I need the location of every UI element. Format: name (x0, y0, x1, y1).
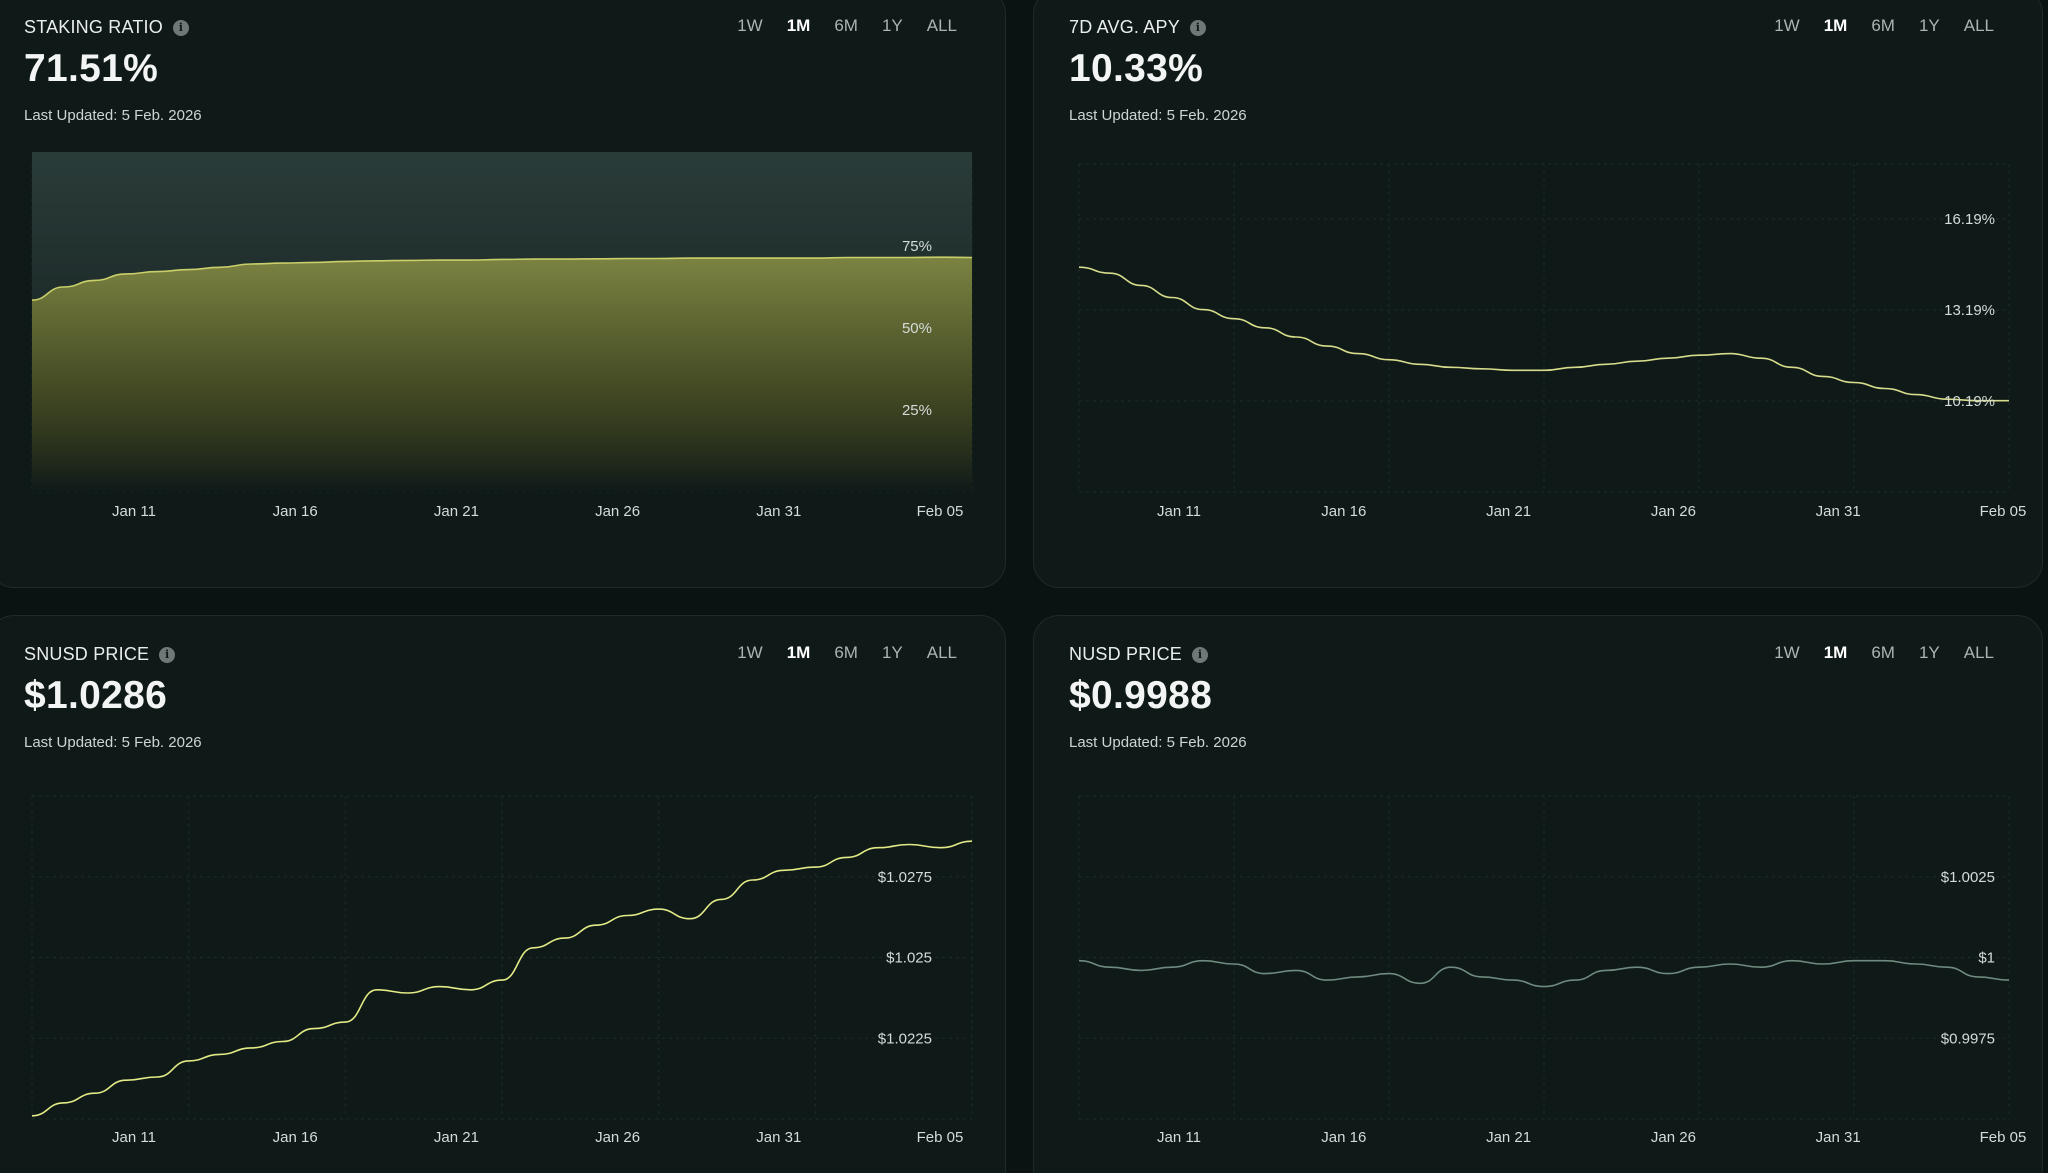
data-points (31, 841, 973, 1116)
x-tick-label: Jan 26 (1651, 503, 1696, 520)
range-tab-6m[interactable]: 6M (822, 16, 870, 36)
info-icon[interactable]: i (159, 646, 176, 663)
range-tab-1y[interactable]: 1Y (1907, 643, 1952, 663)
range-tab-all[interactable]: ALL (915, 16, 969, 36)
x-tick-label: Jan 11 (112, 1129, 156, 1146)
x-tick-label: Jan 16 (1321, 1129, 1366, 1146)
chart-grid (1078, 163, 2010, 493)
x-tick-label: Jan 26 (595, 503, 640, 520)
x-tick-label: Feb 05 (917, 1129, 964, 1146)
x-tick-label: Jan 31 (1816, 503, 1861, 520)
nusd-price-card: NUSD PRICE i $0.9988 Last Updated: 5 Feb… (1033, 615, 2043, 1173)
range-tab-all[interactable]: ALL (1952, 643, 2006, 663)
x-tick-label: Jan 31 (756, 1129, 801, 1146)
staking-ratio-card: STAKING RATIO i 71.51% Last Updated: 5 F… (0, 0, 1006, 588)
snusd-price-chart[interactable]: $1.0275 $1.025 $1.0225 Jan 11 Jan 16 Jan 21 Ja… (0, 616, 1007, 1173)
y-tick-label: $1.0275 (878, 869, 932, 886)
card-title: 7D AVG. APY i (1069, 17, 1206, 38)
range-tabs: 1W 1M 6M 1Y ALL (725, 16, 969, 36)
card-title: NUSD PRICE i (1069, 644, 1209, 665)
x-tick-label: Jan 21 (1486, 1129, 1531, 1146)
range-tab-1m[interactable]: 1M (1812, 643, 1860, 663)
range-tab-1w[interactable]: 1W (725, 643, 775, 663)
info-icon[interactable]: i (1192, 646, 1209, 663)
range-tab-all[interactable]: ALL (1952, 16, 2006, 36)
card-value: 71.51% (24, 47, 159, 90)
range-tab-1m[interactable]: 1M (775, 16, 823, 36)
range-tab-6m[interactable]: 6M (1859, 16, 1907, 36)
x-tick-label: Jan 21 (1486, 503, 1531, 520)
area-fill (32, 257, 972, 492)
card-title-text: NUSD PRICE (1069, 644, 1183, 664)
range-tab-1m[interactable]: 1M (775, 643, 823, 663)
y-tick-label: $1.0225 (878, 1030, 932, 1047)
x-tick-label: Jan 26 (595, 1129, 640, 1146)
data-points (1078, 267, 2010, 401)
last-updated: Last Updated: 5 Feb. 2026 (1069, 107, 1247, 124)
y-tick-label: $1 (1978, 950, 1995, 967)
y-tick-label: $1.0025 (1941, 869, 1995, 886)
data-points (1078, 960, 2010, 987)
x-tick-label: Jan 11 (1157, 503, 1201, 520)
range-tabs: 1W 1M 6M 1Y ALL (1762, 643, 2006, 663)
y-tick-label: 13.19% (1944, 302, 1995, 319)
range-tab-6m[interactable]: 6M (822, 643, 870, 663)
range-tabs: 1W 1M 6M 1Y ALL (1762, 16, 2006, 36)
x-tick-label: Jan 11 (1157, 1129, 1201, 1146)
last-updated: Last Updated: 5 Feb. 2026 (1069, 734, 1247, 751)
x-tick-label: Jan 11 (112, 503, 156, 520)
card-value: $1.0286 (24, 674, 168, 717)
data-points (31, 257, 973, 301)
x-tick-label: Feb 05 (1980, 1129, 2027, 1146)
y-tick-label: $1.025 (886, 950, 932, 967)
y-tick-label: 50% (902, 320, 932, 337)
last-updated: Last Updated: 5 Feb. 2026 (24, 734, 202, 751)
y-tick-label: 25% (902, 402, 932, 419)
range-tab-1y[interactable]: 1Y (870, 16, 915, 36)
y-tick-label: 75% (902, 238, 932, 255)
x-tick-label: Jan 21 (434, 1129, 479, 1146)
y-tick-label: 16.19% (1944, 211, 1995, 228)
x-tick-label: Feb 05 (917, 503, 964, 520)
x-tick-label: Jan 31 (756, 503, 801, 520)
x-tick-label: Jan 16 (1321, 503, 1366, 520)
info-icon[interactable]: i (172, 19, 189, 36)
nusd-price-chart[interactable]: $1.0025 $1 $0.9975 Jan 11 Jan 16 Jan 21 Jan 26… (1034, 616, 2044, 1173)
y-tick-label: $0.9975 (1941, 1030, 1995, 1047)
x-tick-label: Jan 16 (273, 503, 318, 520)
info-icon[interactable]: i (1189, 19, 1206, 36)
apy-chart[interactable]: 16.19% 13.19% 10.19% Jan 11 Jan 16 Jan 21 Jan … (1034, 0, 2044, 589)
last-updated: Last Updated: 5 Feb. 2026 (24, 107, 202, 124)
card-title-text: 7D AVG. APY (1069, 17, 1180, 37)
apy-card: 7D AVG. APY i 10.33% Last Updated: 5 Feb… (1033, 0, 2043, 588)
y-tick-label: 10.19% (1944, 393, 1995, 410)
x-tick-label: Jan 26 (1651, 1129, 1696, 1146)
card-title: STAKING RATIO i (24, 17, 189, 38)
staking-ratio-chart[interactable]: 75% 50% 25% Jan 11 Jan 16 Jan 21 Jan 26 Jan 31 F… (0, 0, 1007, 589)
card-title-text: SNUSD PRICE (24, 644, 150, 664)
range-tab-1w[interactable]: 1W (725, 16, 775, 36)
range-tab-1y[interactable]: 1Y (1907, 16, 1952, 36)
snusd-price-card: SNUSD PRICE i $1.0286 Last Updated: 5 Fe… (0, 615, 1006, 1173)
range-tab-1y[interactable]: 1Y (870, 643, 915, 663)
card-value: 10.33% (1069, 47, 1204, 90)
range-tab-all[interactable]: ALL (915, 643, 969, 663)
x-tick-label: Jan 21 (434, 503, 479, 520)
range-tabs: 1W 1M 6M 1Y ALL (725, 643, 969, 663)
x-tick-label: Feb 05 (1980, 503, 2027, 520)
chart-grid (31, 795, 973, 1120)
x-tick-label: Jan 31 (1816, 1129, 1861, 1146)
card-value: $0.9988 (1069, 674, 1213, 717)
range-tab-1w[interactable]: 1W (1762, 16, 1812, 36)
range-tab-6m[interactable]: 6M (1859, 643, 1907, 663)
chart-grid (1078, 795, 2010, 1120)
card-title-text: STAKING RATIO (24, 17, 163, 37)
range-tab-1m[interactable]: 1M (1812, 16, 1860, 36)
x-tick-label: Jan 16 (273, 1129, 318, 1146)
card-title: SNUSD PRICE i (24, 644, 176, 665)
range-tab-1w[interactable]: 1W (1762, 643, 1812, 663)
